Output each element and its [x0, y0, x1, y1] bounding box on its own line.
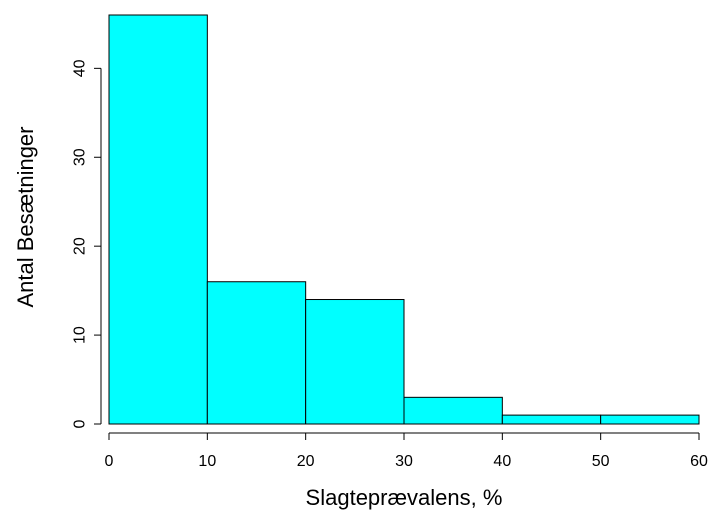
- y-tick-label: 40: [72, 59, 89, 77]
- y-tick-label: 30: [72, 148, 89, 166]
- x-tick-label: 50: [592, 453, 610, 470]
- x-tick-label: 10: [198, 453, 216, 470]
- x-tick-label: 0: [105, 453, 114, 470]
- y-tick-label: 10: [72, 326, 89, 344]
- histogram-bar-0: [108, 14, 208, 425]
- x-tick-label: 20: [297, 453, 315, 470]
- x-axis-label: Slagteprævalens, %: [306, 485, 503, 510]
- x-axis: 0 10 20 30 40 50 60: [105, 432, 708, 470]
- histogram-bar-1: [206, 281, 307, 425]
- y-tick-label: 0: [72, 419, 89, 428]
- y-axis-label: Antal Besætninger: [13, 127, 38, 308]
- y-axis: 0 10 20 30 40: [72, 59, 102, 428]
- y-tick-label: 20: [72, 237, 89, 255]
- x-tick-label: 60: [690, 453, 708, 470]
- histogram-bar-2: [305, 299, 405, 425]
- bars-group: [108, 14, 700, 425]
- x-tick-label: 30: [395, 453, 413, 470]
- histogram-bar-4: [501, 414, 602, 425]
- histogram-bar-5: [600, 414, 700, 425]
- histogram-bar-3: [403, 396, 503, 425]
- x-tick-label: 40: [493, 453, 511, 470]
